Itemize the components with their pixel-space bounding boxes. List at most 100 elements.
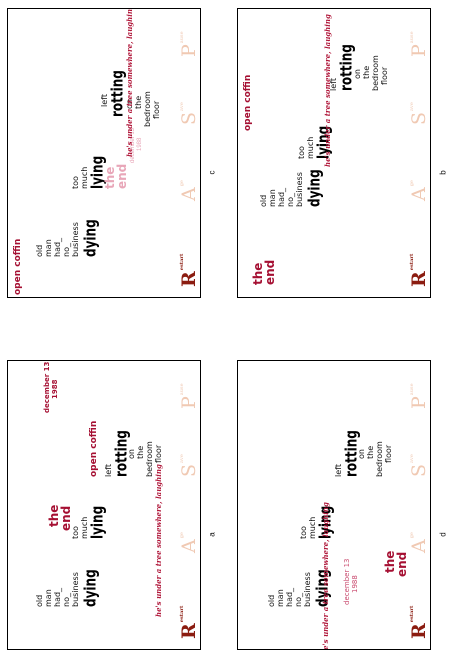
save-sup: ave bbox=[409, 102, 415, 111]
age-sup: ge bbox=[179, 180, 185, 187]
save-sup: ave bbox=[179, 102, 185, 111]
restart-button[interactable]: Restart bbox=[178, 605, 200, 639]
word-had: had_ bbox=[53, 587, 62, 607]
pause-button[interactable]: Pause bbox=[408, 31, 430, 57]
age-button[interactable]: Age bbox=[178, 532, 200, 553]
age-letter: A bbox=[178, 187, 200, 201]
open-coffin: open coffin bbox=[13, 238, 23, 295]
word-too: too bbox=[71, 176, 80, 189]
save-letter: S bbox=[408, 111, 430, 125]
pause-sup: ause bbox=[179, 31, 185, 44]
word-old: old bbox=[35, 594, 44, 607]
save-button[interactable]: Save bbox=[408, 102, 430, 125]
word-no: no_ bbox=[62, 243, 71, 257]
word-dying: dying bbox=[304, 169, 324, 207]
word-too: too bbox=[299, 526, 308, 539]
open-coffin: open coffin bbox=[89, 420, 99, 477]
word-business: business bbox=[295, 172, 304, 207]
pause-button[interactable]: Pause bbox=[178, 31, 200, 57]
save-sup: ave bbox=[409, 454, 415, 463]
word-on: on bbox=[127, 449, 136, 459]
panel-a: old man had_ no_ business dying too much… bbox=[7, 360, 201, 650]
word-business: business bbox=[303, 572, 312, 607]
word-bedroom: bedroom bbox=[371, 55, 380, 91]
restart-letter: R bbox=[178, 271, 200, 287]
restart-letter: R bbox=[408, 271, 430, 287]
word-too: too bbox=[71, 526, 80, 539]
word-business: business bbox=[71, 572, 80, 607]
restart-sup: estart bbox=[179, 605, 185, 623]
age-button[interactable]: Age bbox=[408, 532, 430, 553]
tree-line: he's under a tree somewhere, laughing bbox=[321, 502, 330, 650]
word-rotting: rotting bbox=[107, 70, 127, 117]
age-sup: ge bbox=[409, 532, 415, 539]
panel-d: old man had_ no_ business dying too much… bbox=[7, 8, 201, 298]
pause-letter: P bbox=[408, 44, 430, 57]
restart-button[interactable]: Restart bbox=[408, 605, 430, 639]
word-rotting: rotting bbox=[336, 44, 356, 91]
word-the: the bbox=[136, 445, 145, 459]
the-end-bottom: end bbox=[59, 505, 73, 531]
word-floor: floor bbox=[152, 100, 161, 119]
caption-c: c bbox=[207, 170, 217, 175]
word-dying: dying bbox=[80, 569, 100, 607]
word-the: the bbox=[366, 445, 375, 459]
word-old: old bbox=[267, 594, 276, 607]
word-bedroom: bedroom bbox=[145, 441, 154, 477]
tree-line: he's under a tree somewhere, laughing bbox=[125, 8, 134, 157]
word-too: too bbox=[297, 146, 306, 159]
word-had: had_ bbox=[53, 237, 62, 257]
restart-letter: R bbox=[178, 623, 200, 639]
word-lying: lying bbox=[87, 505, 107, 539]
word-the: the bbox=[362, 65, 371, 79]
the-end-bottom: end bbox=[395, 551, 409, 577]
save-sup: ave bbox=[179, 454, 185, 463]
caption-b: b bbox=[438, 170, 448, 175]
word-no: no_ bbox=[286, 193, 295, 207]
word-old: old bbox=[259, 194, 268, 207]
pause-sup: ause bbox=[179, 383, 185, 396]
word-had: had_ bbox=[285, 587, 294, 607]
date-line-2: 1988 bbox=[51, 379, 59, 399]
panel-c: old man had_ no_ business dying too much… bbox=[237, 360, 431, 650]
word-had: had_ bbox=[277, 187, 286, 207]
word-business: business bbox=[71, 222, 80, 257]
word-floor: floor bbox=[384, 444, 393, 463]
word-the: the bbox=[134, 95, 143, 109]
date-line-2: 1988 bbox=[137, 137, 143, 151]
word-man: man bbox=[268, 189, 277, 207]
the-end-bottom: end bbox=[263, 259, 277, 285]
word-bedroom: bedroom bbox=[375, 441, 384, 477]
age-sup: ge bbox=[179, 532, 185, 539]
word-no: no_ bbox=[294, 593, 303, 607]
restart-sup: estart bbox=[409, 253, 415, 271]
age-button[interactable]: Age bbox=[408, 180, 430, 201]
save-letter: S bbox=[178, 463, 200, 477]
restart-sup: estart bbox=[179, 253, 185, 271]
pause-button[interactable]: Pause bbox=[408, 383, 430, 409]
date-line-1: december 13 bbox=[343, 558, 351, 605]
save-button[interactable]: Save bbox=[178, 102, 200, 125]
save-letter: S bbox=[178, 111, 200, 125]
word-no: no_ bbox=[62, 593, 71, 607]
save-button[interactable]: Save bbox=[408, 454, 430, 477]
word-man: man bbox=[276, 589, 285, 607]
caption-a: a bbox=[207, 532, 217, 537]
restart-sup: estart bbox=[409, 605, 415, 623]
save-button[interactable]: Save bbox=[178, 454, 200, 477]
restart-button[interactable]: Restart bbox=[178, 253, 200, 287]
restart-button[interactable]: Restart bbox=[408, 253, 430, 287]
restart-letter: R bbox=[408, 623, 430, 639]
pause-sup: ause bbox=[409, 383, 415, 396]
word-man: man bbox=[44, 239, 53, 257]
word-man: man bbox=[44, 589, 53, 607]
open-coffin: open coffin bbox=[243, 74, 253, 131]
age-sup: ge bbox=[409, 180, 415, 187]
pause-button[interactable]: Pause bbox=[178, 383, 200, 409]
word-dying: dying bbox=[80, 219, 100, 257]
save-letter: S bbox=[408, 463, 430, 477]
word-floor: floor bbox=[154, 444, 163, 463]
word-on: on bbox=[353, 69, 362, 79]
age-button[interactable]: Age bbox=[178, 180, 200, 201]
tree-line: he's under a tree somewhere, laughing bbox=[154, 464, 163, 617]
